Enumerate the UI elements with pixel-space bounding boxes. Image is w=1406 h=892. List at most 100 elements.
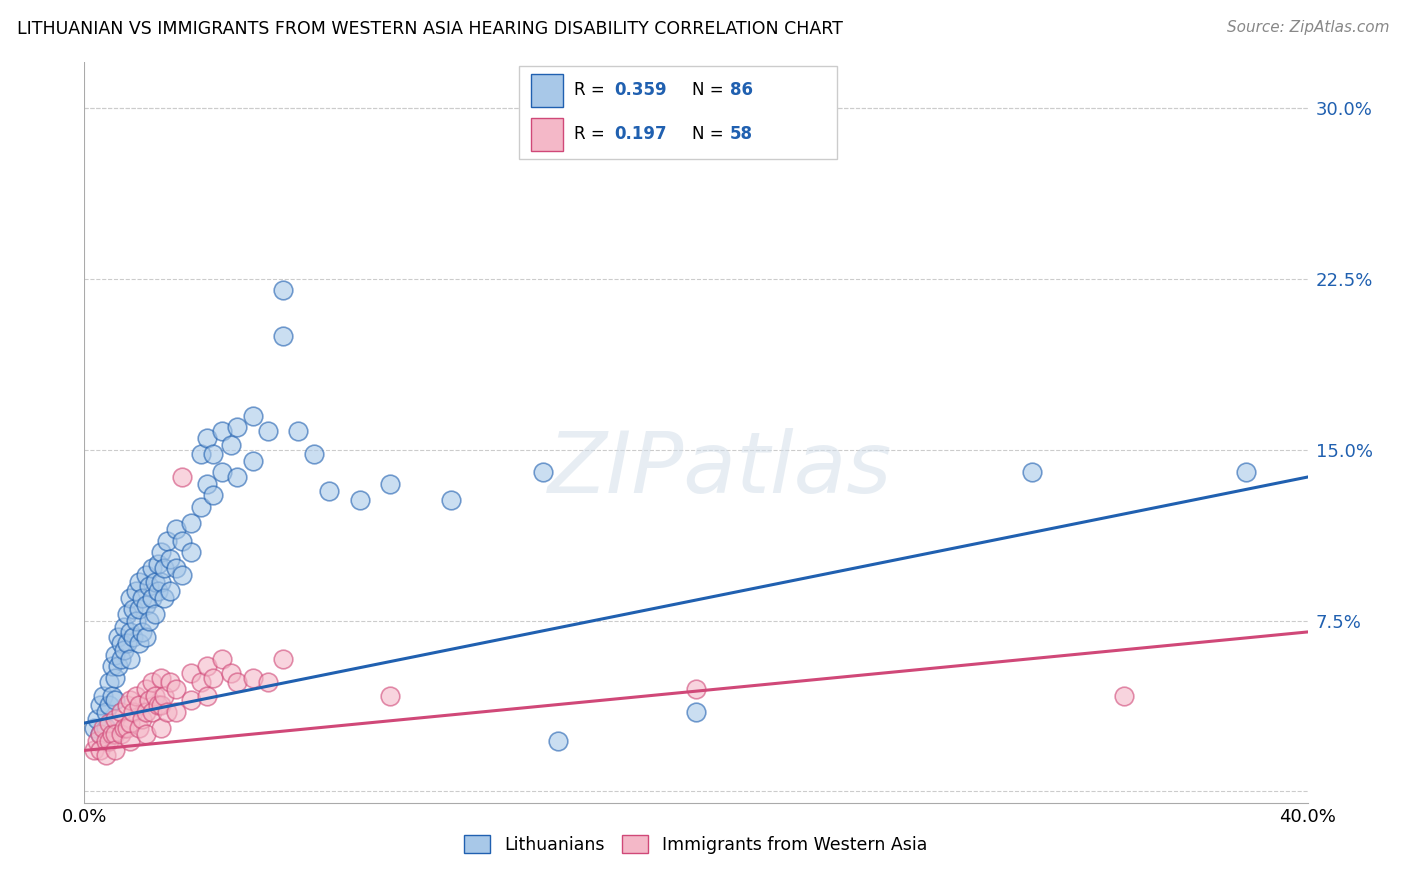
Point	[172, 568, 194, 582]
Point	[156, 705, 179, 719]
Point	[440, 492, 463, 507]
Point	[242, 454, 264, 468]
Point	[380, 476, 402, 491]
Point	[149, 671, 172, 685]
Point	[135, 705, 157, 719]
Point	[159, 552, 181, 566]
Point	[110, 652, 132, 666]
Point	[146, 583, 169, 598]
Point	[153, 591, 176, 605]
Point	[128, 574, 150, 589]
Point	[380, 689, 402, 703]
Point	[226, 675, 249, 690]
Point	[146, 557, 169, 571]
Text: Source: ZipAtlas.com: Source: ZipAtlas.com	[1226, 20, 1389, 35]
Point	[86, 734, 108, 748]
Point	[226, 420, 249, 434]
Point	[1114, 689, 1136, 703]
Point	[104, 648, 127, 662]
Point	[257, 675, 280, 690]
Point	[302, 447, 325, 461]
Text: LITHUANIAN VS IMMIGRANTS FROM WESTERN ASIA HEARING DISABILITY CORRELATION CHART: LITHUANIAN VS IMMIGRANTS FROM WESTERN AS…	[17, 20, 842, 37]
Point	[125, 583, 148, 598]
Point	[112, 643, 135, 657]
Point	[135, 630, 157, 644]
Point	[165, 705, 187, 719]
Point	[159, 583, 181, 598]
Text: ZIPatlas: ZIPatlas	[548, 428, 893, 511]
Point	[271, 328, 294, 343]
Point	[149, 574, 172, 589]
Point	[685, 705, 707, 719]
Point	[195, 431, 218, 445]
Point	[180, 665, 202, 680]
Point	[94, 734, 117, 748]
Point	[110, 636, 132, 650]
Point	[89, 727, 111, 741]
Point	[156, 533, 179, 548]
Point	[149, 545, 172, 559]
Point	[153, 561, 176, 575]
Point	[165, 681, 187, 696]
Point	[101, 727, 124, 741]
Point	[101, 659, 124, 673]
Point	[107, 630, 129, 644]
Point	[115, 636, 138, 650]
Point	[211, 652, 233, 666]
Point	[115, 607, 138, 621]
Point	[149, 698, 172, 712]
Point	[211, 425, 233, 439]
Point	[271, 652, 294, 666]
Point	[138, 693, 160, 707]
Point	[141, 675, 163, 690]
Point	[1236, 466, 1258, 480]
Point	[89, 727, 111, 741]
Point	[195, 476, 218, 491]
Point	[122, 630, 145, 644]
Point	[135, 681, 157, 696]
Point	[149, 721, 172, 735]
Point	[219, 665, 242, 680]
Point	[120, 652, 142, 666]
Point	[143, 607, 166, 621]
Point	[112, 721, 135, 735]
Point	[219, 438, 242, 452]
Point	[94, 721, 117, 735]
Point	[94, 747, 117, 762]
Point	[128, 721, 150, 735]
Point	[91, 689, 114, 703]
Point	[165, 561, 187, 575]
Point	[91, 721, 114, 735]
Point	[143, 689, 166, 703]
Point	[242, 671, 264, 685]
Point	[153, 689, 176, 703]
Point	[190, 500, 212, 514]
Point	[97, 698, 120, 712]
Point	[685, 681, 707, 696]
Point	[128, 636, 150, 650]
Point	[138, 579, 160, 593]
Point	[190, 447, 212, 461]
Point	[122, 705, 145, 719]
Point	[180, 545, 202, 559]
Point	[104, 671, 127, 685]
Point	[141, 705, 163, 719]
Point	[128, 602, 150, 616]
Point	[172, 470, 194, 484]
Point	[94, 705, 117, 719]
Point	[131, 624, 153, 639]
Point	[101, 689, 124, 703]
Point	[271, 283, 294, 297]
Point	[89, 743, 111, 757]
Point	[180, 693, 202, 707]
Point	[547, 734, 569, 748]
Point	[104, 693, 127, 707]
Point	[125, 614, 148, 628]
Point	[195, 689, 218, 703]
Point	[138, 614, 160, 628]
Point	[195, 659, 218, 673]
Point	[120, 734, 142, 748]
Point	[349, 492, 371, 507]
Point	[83, 743, 105, 757]
Point	[135, 598, 157, 612]
